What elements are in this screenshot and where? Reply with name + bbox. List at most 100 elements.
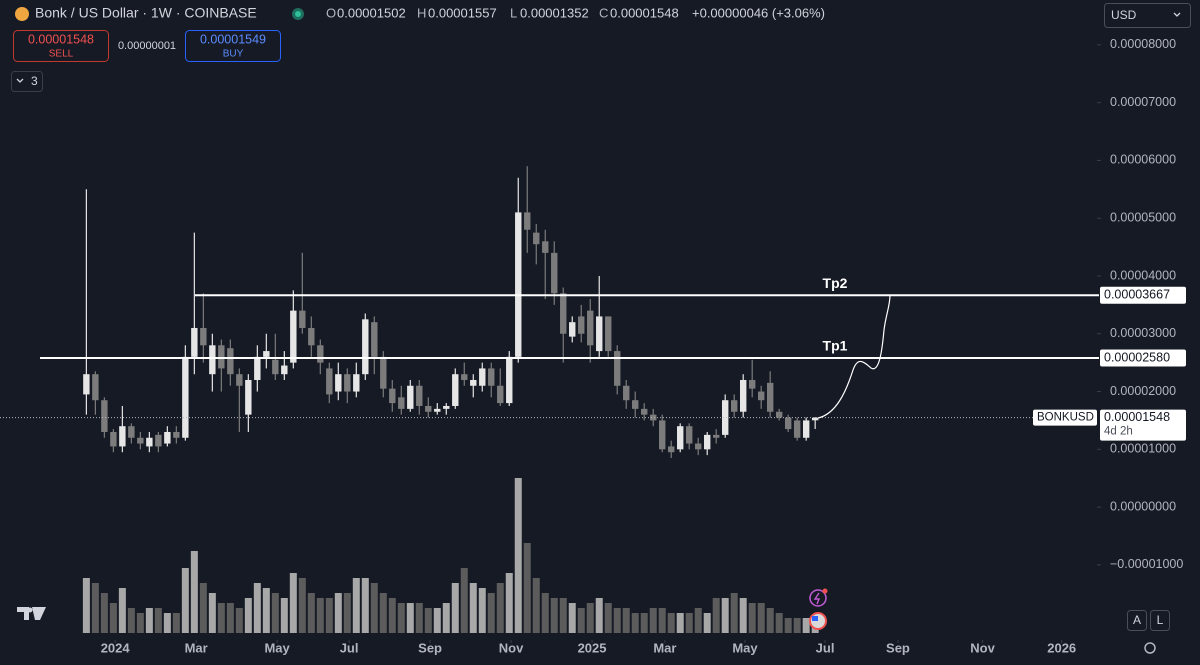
- candle-body: [757, 391, 765, 401]
- price-tag: [1100, 286, 1186, 304]
- volume-bar: [631, 613, 639, 633]
- candle-body: [506, 356, 513, 404]
- candle-body: [766, 382, 774, 412]
- volume-bar: [658, 608, 666, 633]
- candle-body: [92, 374, 99, 401]
- ohlc-key: C: [599, 5, 608, 20]
- events-icon[interactable]: [809, 589, 827, 607]
- currency-select[interactable]: [1104, 3, 1191, 28]
- volume-bar: [352, 578, 360, 633]
- volume-bar: [730, 593, 738, 633]
- candle-body: [227, 348, 234, 375]
- volume-bar: [712, 598, 720, 633]
- candle-body: [101, 400, 108, 432]
- volume-bar: [100, 593, 108, 633]
- volume-bar: [703, 613, 711, 633]
- candle-body: [623, 385, 630, 401]
- volume-bar: [145, 608, 153, 633]
- volume-bar: [235, 608, 243, 633]
- candle-body: [398, 397, 405, 409]
- auto-scale-button[interactable]: [1127, 610, 1147, 631]
- volume-bar: [208, 593, 216, 633]
- volume-bar: [793, 618, 801, 633]
- volume-bar: [541, 593, 549, 633]
- candle-body: [668, 446, 675, 453]
- volume-bar: [154, 608, 162, 633]
- volume-bar: [487, 593, 495, 633]
- volume-bar: [226, 603, 234, 633]
- candle-body: [739, 379, 747, 412]
- x-tick-label: 2024: [101, 640, 131, 655]
- candle-body: [659, 420, 666, 450]
- candle-body: [407, 385, 414, 409]
- x-tick-label: 2025: [578, 640, 607, 655]
- candle-body: [218, 345, 225, 369]
- volume-bar: [523, 543, 531, 633]
- volume-bar: [370, 583, 378, 633]
- log-scale-button[interactable]: [1150, 610, 1170, 631]
- y-tick-label: 0.00008000: [1110, 37, 1176, 51]
- volume-bar: [244, 598, 252, 633]
- candle-body: [362, 319, 369, 375]
- ohlc-value: 0.00001548: [610, 5, 679, 20]
- volume-bar: [379, 593, 387, 633]
- candle-body: [308, 327, 315, 346]
- volume-bar: [739, 598, 747, 633]
- candle-body: [335, 374, 342, 392]
- currency: USD: [1111, 8, 1137, 22]
- bolt: [813, 592, 821, 605]
- candle-body: [632, 400, 639, 409]
- candle-body: [173, 431, 180, 438]
- x-tick-label: Jul: [340, 640, 359, 655]
- notification-dot: [822, 588, 828, 594]
- candle-body: [704, 434, 711, 450]
- candle-body: [452, 374, 459, 406]
- volume-bar: [271, 593, 279, 633]
- candle-body: [137, 437, 144, 444]
- volume-bar: [190, 551, 198, 633]
- volume-bar: [118, 588, 126, 633]
- candle-body: [722, 400, 729, 435]
- volume-bar: [586, 603, 594, 633]
- candle-body: [317, 345, 324, 363]
- candle-body: [164, 431, 171, 444]
- ohlc-key: O: [326, 5, 336, 20]
- volume-bar: [766, 608, 774, 633]
- candle-body: [614, 351, 621, 386]
- flag: [812, 616, 818, 621]
- candle-body: [245, 379, 252, 415]
- x-tick-label: Nov: [970, 640, 995, 655]
- volume-bar: [82, 578, 90, 633]
- candle-body: [209, 345, 216, 375]
- buy-button[interactable]: [185, 30, 281, 62]
- sell-button[interactable]: [13, 30, 109, 62]
- volume-bar: [415, 603, 423, 633]
- volume-bar: [136, 613, 144, 633]
- volume-bar: [361, 578, 369, 633]
- settings-icon[interactable]: [1144, 642, 1156, 654]
- sell-label: SELL: [49, 49, 74, 60]
- volume-bar: [460, 568, 468, 633]
- volume-bar: [775, 613, 783, 633]
- candle-body: [775, 411, 783, 418]
- indicators-toggle[interactable]: [11, 71, 43, 92]
- y-tick-label: 0.00001000: [1110, 442, 1176, 456]
- candle-body: [713, 434, 720, 438]
- candle-body: [641, 408, 648, 415]
- y-tick-label: 0.00000000: [1110, 499, 1176, 513]
- candle-body: [802, 420, 810, 438]
- auto-scale: A: [1133, 613, 1141, 627]
- volume-bar: [199, 583, 207, 633]
- volume-bar: [496, 583, 504, 633]
- candle-body: [263, 351, 270, 357]
- ohlc-key: L: [510, 5, 517, 20]
- x-tick-label: Mar: [653, 640, 676, 655]
- volume-bar: [388, 598, 396, 633]
- ohlc-value: 0.00001352: [520, 5, 589, 20]
- volume-bar: [298, 578, 306, 633]
- candle-body: [686, 426, 693, 444]
- volume-bar: [217, 603, 225, 633]
- target-label: Tp2: [823, 275, 848, 291]
- candle-body: [587, 310, 594, 346]
